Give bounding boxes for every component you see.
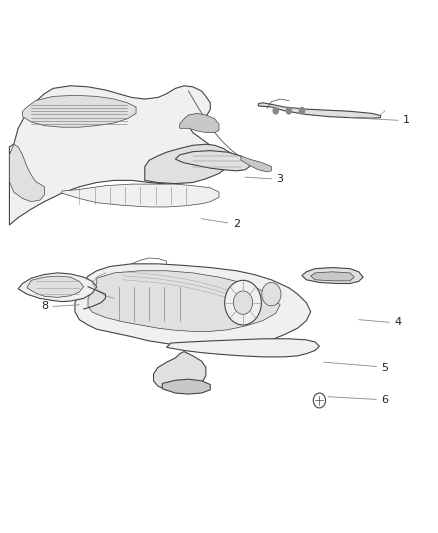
Circle shape	[273, 108, 279, 114]
Polygon shape	[180, 114, 219, 133]
Polygon shape	[18, 273, 97, 302]
Polygon shape	[166, 339, 319, 357]
Circle shape	[225, 280, 261, 325]
Polygon shape	[175, 151, 250, 171]
Polygon shape	[145, 144, 232, 183]
Polygon shape	[311, 272, 354, 281]
Text: 3: 3	[277, 174, 284, 184]
Circle shape	[233, 291, 253, 314]
Polygon shape	[302, 268, 363, 284]
Polygon shape	[75, 264, 311, 348]
Text: 4: 4	[395, 317, 402, 327]
Polygon shape	[10, 144, 44, 201]
Polygon shape	[22, 95, 136, 127]
Circle shape	[286, 108, 291, 114]
Polygon shape	[258, 103, 381, 118]
Text: 5: 5	[381, 362, 389, 373]
Polygon shape	[10, 86, 223, 225]
Text: 1: 1	[403, 115, 410, 125]
Polygon shape	[153, 352, 206, 391]
Circle shape	[313, 393, 325, 408]
Text: 2: 2	[233, 219, 240, 229]
Polygon shape	[27, 276, 84, 297]
Circle shape	[299, 108, 304, 114]
Polygon shape	[88, 271, 280, 332]
Polygon shape	[62, 184, 219, 207]
Circle shape	[262, 282, 281, 306]
Polygon shape	[241, 156, 272, 172]
Text: 6: 6	[381, 395, 389, 406]
Polygon shape	[162, 379, 210, 394]
Text: 8: 8	[41, 301, 48, 311]
